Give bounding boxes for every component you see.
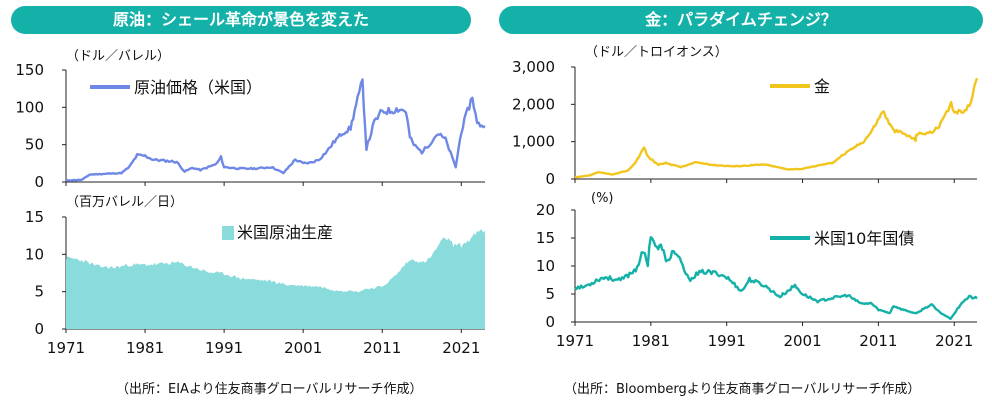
y-tick-label: 20 xyxy=(536,201,555,219)
y-tick-label: 5 xyxy=(545,285,555,303)
y-tick-label: 2,000 xyxy=(512,95,555,113)
legend-label: 金 xyxy=(814,77,830,96)
y-axis-unit-label: （百万バレル／日） xyxy=(66,195,183,210)
legend-label: 米国10年国債 xyxy=(814,229,914,248)
y-tick-label: 15 xyxy=(536,229,555,247)
x-tick-label: 2001 xyxy=(783,332,821,350)
x-tick-label: 1991 xyxy=(205,339,243,357)
y-tick-label: 100 xyxy=(15,98,44,116)
x-tick-label: 2021 xyxy=(935,332,973,350)
y-tick-label: 15 xyxy=(25,208,44,226)
y-tick-label: 0 xyxy=(34,320,44,338)
left-source-note: （出所：EIAより住友商事グローバルリサーチ作成） xyxy=(116,382,423,397)
y-axis-unit-label: （ドル／トロイオンス） xyxy=(585,45,728,60)
left-panel-title: 原油：シェール革命が景色を変えた xyxy=(11,6,471,34)
y-tick-label: 1,000 xyxy=(512,133,555,151)
series-line xyxy=(65,78,486,182)
right-panel-title: 金：パラダイムチェンジ？ xyxy=(499,6,983,34)
x-tick-label: 2011 xyxy=(859,332,897,350)
y-tick-label: 3,000 xyxy=(512,58,555,76)
series-line xyxy=(574,77,979,179)
x-tick-label: 2021 xyxy=(442,339,480,357)
y-tick-label: 10 xyxy=(25,245,44,263)
y-tick-label: 50 xyxy=(25,136,44,154)
x-tick-label: 1971 xyxy=(47,339,85,357)
legend-label: 米国原油生産 xyxy=(237,223,333,242)
x-tick-label: 1981 xyxy=(632,332,670,350)
x-tick-label: 1971 xyxy=(556,332,594,350)
production-area xyxy=(66,229,485,329)
x-tick-label: 1991 xyxy=(708,332,746,350)
y-tick-label: 10 xyxy=(536,257,555,275)
y-tick-label: 0 xyxy=(545,313,555,331)
y-axis-unit-label: (%) xyxy=(591,191,614,206)
y-tick-label: 5 xyxy=(34,283,44,301)
x-tick-label: 1981 xyxy=(126,339,164,357)
series-line xyxy=(574,236,978,321)
legend-label: 原油価格（米国） xyxy=(134,78,262,97)
y-axis-unit-label: （ドル／バレル） xyxy=(66,49,170,64)
legend-swatch xyxy=(222,226,234,240)
y-tick-label: 150 xyxy=(15,61,44,79)
right-source-note: （出所：Bloombergより住友商事グローバルリサーチ作成） xyxy=(564,382,921,397)
x-tick-label: 2011 xyxy=(363,339,401,357)
x-tick-label: 2001 xyxy=(284,339,322,357)
y-tick-label: 0 xyxy=(545,170,555,188)
y-tick-label: 0 xyxy=(34,173,44,191)
